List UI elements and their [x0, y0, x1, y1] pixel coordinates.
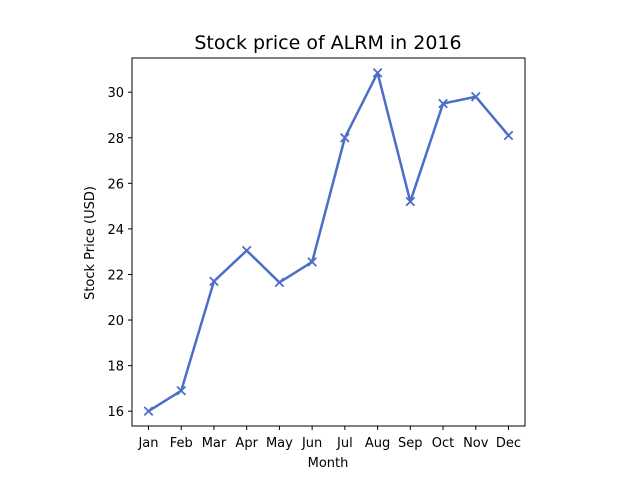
data-series — [143, 67, 514, 417]
x-tick-label: May — [266, 436, 293, 451]
x-tick-label: Mar — [202, 436, 227, 451]
y-tick-label: 18 — [107, 360, 124, 375]
marker-stroke — [307, 257, 317, 267]
marker-stroke — [274, 277, 285, 288]
x-tick-label: Jul — [336, 436, 353, 451]
y-tick-label: 16 — [107, 405, 124, 420]
x-tick-label: Sep — [398, 436, 423, 451]
data-point-marker — [438, 98, 448, 109]
y-tick-label: 22 — [107, 268, 124, 283]
series-line — [147, 71, 510, 413]
data-point-marker — [470, 91, 481, 102]
plot-area — [131, 57, 526, 427]
y-tick-label: 26 — [107, 177, 124, 192]
x-tick-label: Oct — [432, 436, 454, 451]
x-axis-label: Month — [308, 456, 349, 471]
x-tick-label: Feb — [170, 436, 193, 451]
x-tick-label: Jan — [137, 436, 158, 451]
x-tick-label: Apr — [235, 436, 258, 451]
marker-stroke — [470, 91, 481, 102]
x-axis: Jan Feb Mar Apr May Jun Jul Aug Sep Oct Nov Dec — [137, 426, 521, 451]
data-point-marker — [405, 196, 416, 207]
x-tick-label: Dec — [496, 436, 521, 451]
chart-title: Stock price of ALRM in 2016 — [194, 32, 461, 54]
data-point-marker — [503, 130, 514, 141]
y-axis: 16 18 20 22 24 26 28 30 — [107, 86, 132, 420]
data-point-marker — [241, 245, 252, 256]
y-tick-label: 20 — [107, 314, 124, 329]
x-tick-label: Nov — [463, 436, 489, 451]
marker-stroke — [241, 245, 252, 256]
data-point-marker — [307, 257, 317, 267]
marker-stroke — [405, 196, 416, 207]
marker-stroke — [372, 67, 383, 78]
marker-stroke — [143, 406, 154, 417]
marker-stroke — [340, 132, 350, 143]
y-tick-label: 28 — [107, 132, 124, 147]
data-point-marker — [274, 277, 285, 288]
marker-stroke — [209, 276, 219, 287]
marker-stroke — [176, 385, 187, 396]
y-tick-label: 24 — [107, 223, 124, 238]
data-point-marker — [209, 276, 219, 287]
marker-stroke — [438, 98, 448, 109]
x-tick-label: Jun — [301, 436, 322, 451]
data-point-marker — [372, 67, 383, 78]
marker-stroke — [503, 130, 514, 141]
x-tick-label: Aug — [365, 436, 390, 451]
y-tick-label: 30 — [107, 86, 124, 101]
data-point-marker — [176, 385, 187, 396]
data-point-marker — [143, 406, 154, 417]
data-point-marker — [340, 132, 350, 143]
y-axis-label: Stock Price (USD) — [83, 186, 98, 300]
